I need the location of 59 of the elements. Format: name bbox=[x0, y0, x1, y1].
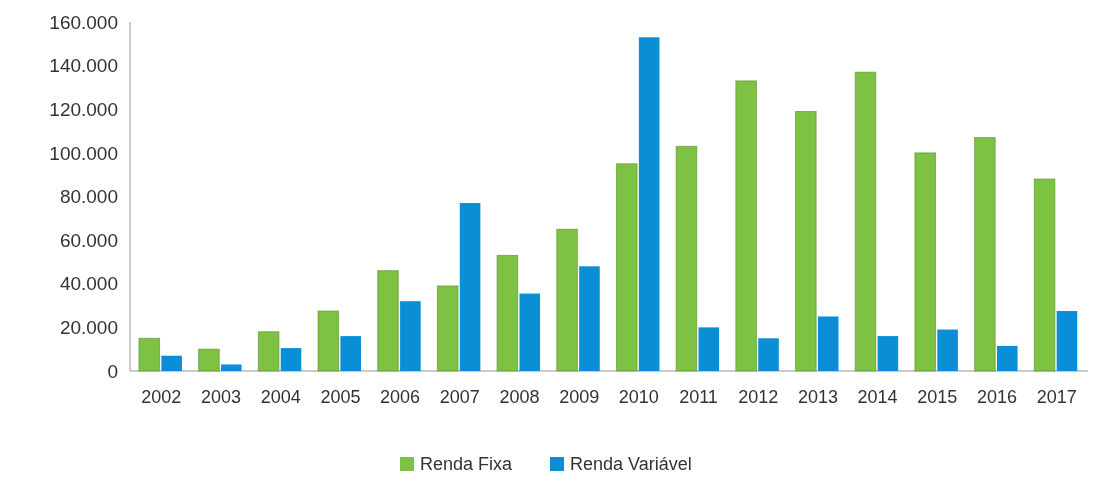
y-tick-label: 140.000 bbox=[49, 55, 118, 77]
x-tick-label: 2016 bbox=[976, 387, 1017, 407]
legend-label: Renda Fixa bbox=[420, 454, 514, 475]
bar bbox=[877, 336, 899, 371]
x-tick-label: 2007 bbox=[439, 387, 480, 407]
x-tick-label: 2015 bbox=[917, 387, 958, 407]
bar bbox=[317, 310, 340, 372]
bar bbox=[854, 71, 877, 372]
x-tick-label: 2010 bbox=[618, 387, 659, 407]
x-tick-label: 2004 bbox=[260, 387, 301, 407]
x-tick-label: 2013 bbox=[797, 387, 838, 407]
bar bbox=[519, 293, 541, 371]
x-tick-label: 2003 bbox=[201, 387, 242, 407]
y-tick-label: 40.000 bbox=[59, 273, 118, 295]
x-tick-label: 2006 bbox=[380, 387, 421, 407]
bar bbox=[400, 301, 421, 371]
bar bbox=[579, 266, 600, 371]
bar bbox=[937, 329, 958, 371]
x-tick-label: 2008 bbox=[499, 387, 540, 407]
bar bbox=[161, 355, 182, 371]
bar bbox=[914, 152, 936, 372]
y-tick-label: 60.000 bbox=[59, 229, 118, 251]
bar bbox=[817, 316, 839, 371]
y-tick-label: 80.000 bbox=[59, 186, 118, 208]
x-tick-label: 2017 bbox=[1036, 387, 1077, 407]
bar bbox=[496, 254, 519, 372]
bar bbox=[377, 270, 399, 372]
bar bbox=[1033, 178, 1056, 372]
bar bbox=[735, 80, 757, 372]
bar bbox=[615, 163, 638, 372]
x-tick-label: 2009 bbox=[559, 387, 600, 407]
y-tick-label: 120.000 bbox=[49, 98, 118, 120]
bar bbox=[257, 331, 280, 372]
bar bbox=[138, 337, 161, 372]
legend-label: Renda Variável bbox=[570, 454, 692, 475]
bar bbox=[758, 338, 779, 371]
y-tick-label: 20.000 bbox=[59, 317, 118, 339]
bar bbox=[280, 348, 302, 371]
bar bbox=[675, 145, 698, 372]
bar bbox=[638, 37, 660, 371]
bar bbox=[698, 327, 720, 371]
bar bbox=[459, 203, 481, 371]
x-tick-label: 2012 bbox=[738, 387, 779, 407]
x-tick-label: 2011 bbox=[679, 387, 718, 407]
x-tick-label: 2014 bbox=[857, 387, 898, 407]
bar bbox=[436, 285, 459, 372]
x-tick-label: 2005 bbox=[320, 387, 361, 407]
bar bbox=[556, 228, 578, 372]
bar bbox=[795, 110, 817, 372]
x-tick-label: 2002 bbox=[141, 387, 182, 407]
bar bbox=[340, 336, 361, 371]
y-tick-label: 100.000 bbox=[49, 142, 118, 164]
y-tick-label: 160.000 bbox=[49, 11, 118, 33]
bar bbox=[996, 345, 1018, 371]
y-tick-label: 0 bbox=[107, 360, 118, 382]
bar bbox=[1056, 311, 1078, 371]
bar bbox=[974, 137, 996, 372]
bar bbox=[198, 348, 220, 372]
bar bbox=[221, 364, 242, 371]
